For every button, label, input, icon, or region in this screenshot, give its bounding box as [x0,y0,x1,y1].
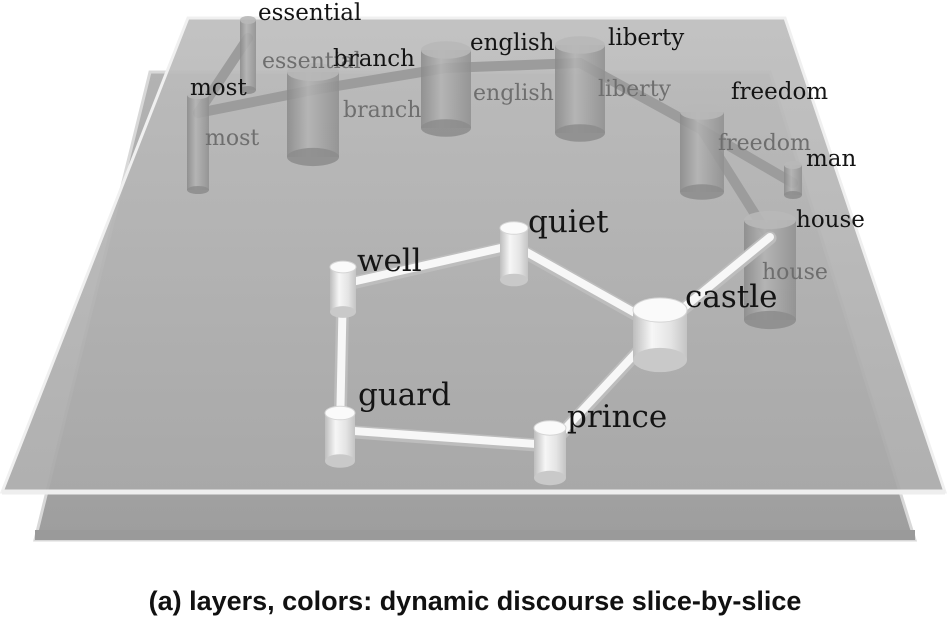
back-node-essential [240,16,256,94]
back-layer-nodes [187,16,802,330]
back-node-house-shadow-label: house [762,260,828,285]
back-node-branch [287,62,339,167]
back-node-liberty [555,36,605,142]
back-node-house-label: house [796,207,865,233]
back-node-freedom-shadow-label: freedom [718,131,811,156]
front-node-castle-label: castle [685,279,777,315]
front-node-quiet-label: quiet [528,204,609,240]
front-layer-nodes [324,221,688,486]
front-edge-well-quiet [339,241,518,288]
figure-caption: (a) layers, colors: dynamic discourse sl… [148,586,802,616]
front-node-well-label: well [357,243,422,279]
front-node-well [329,260,357,318]
front-node-prince [533,420,567,486]
back-node-english [421,41,471,137]
back-node-freedom-label: freedom [731,79,828,105]
back-node-essential-label: essential [258,0,361,26]
back-node-branch-label: branch [333,46,415,72]
node-labels: essential essential most most branch branch en… [190,0,865,435]
back-node-liberty-shadow-label: liberty [598,77,672,102]
back-node-essential-shadow-label: essential [262,49,361,74]
back-node-most-label: most [190,75,247,101]
back-node-most [187,91,209,194]
front-edge-prince-guard [336,426,554,449]
front-node-guard-label: guard [358,377,451,413]
front-node-guard [324,405,356,468]
back-node-english-shadow-label: english [473,81,554,106]
front-node-prince-label: prince [567,399,667,435]
layered-graph-scene: essential essential most most branch branch en… [0,0,948,542]
front-node-quiet [499,221,529,287]
back-node-english-label: english [470,30,555,56]
back-node-branch-shadow-label: branch [343,98,421,123]
back-node-man-label: man [806,146,857,172]
back-node-liberty-label: liberty [608,25,684,51]
back-node-most-shadow-label: most [205,126,259,151]
front-node-castle [632,297,688,373]
lower-plate-edge [35,530,915,540]
back-node-freedom [680,104,724,200]
back-node-man [784,161,802,199]
